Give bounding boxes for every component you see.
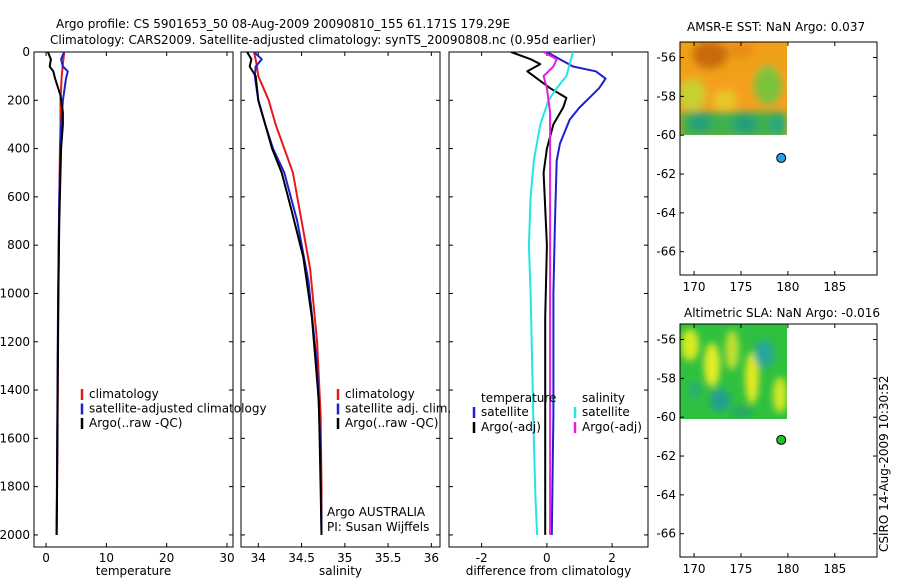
y-tick-label: -56 bbox=[656, 51, 676, 65]
annotation-text: PI: Susan Wijffels bbox=[327, 520, 429, 534]
series-line-cyan bbox=[527, 52, 574, 535]
sla-field bbox=[680, 324, 787, 419]
y-tick-label: -58 bbox=[656, 89, 676, 103]
y-tick-label: 800 bbox=[7, 238, 30, 252]
x-axis-label: temperature bbox=[96, 564, 171, 578]
x-tick-label: 34 bbox=[251, 551, 266, 565]
sst-map-axes: 170 175 180 185 -56 -58 -60 -62 -64 -66 bbox=[656, 41, 878, 294]
legend-label: satellite-adjusted climatology bbox=[89, 402, 267, 416]
y-tick-label: -58 bbox=[656, 371, 676, 385]
y-tick-label: -64 bbox=[656, 488, 676, 502]
y-tick-label: 200 bbox=[7, 93, 30, 107]
y-tick-label: -60 bbox=[656, 410, 676, 424]
plot-frame bbox=[240, 51, 441, 548]
x-tick-label: 185 bbox=[823, 280, 846, 294]
legend-label: climatology bbox=[89, 387, 159, 401]
annotation-text: Argo AUSTRALIA bbox=[327, 505, 426, 519]
x-tick-label: 36 bbox=[424, 551, 439, 565]
legend-label: satellite bbox=[582, 405, 630, 419]
salinity-panel: 34 34.5 35 35.5 36 salinity climatologysatelli… bbox=[240, 51, 451, 578]
map-frame bbox=[679, 41, 878, 276]
y-tick-label: 2000 bbox=[0, 528, 30, 542]
y-tick-label: 0 bbox=[22, 45, 30, 59]
x-tick-label: 185 bbox=[823, 562, 846, 576]
x-tick-label: 180 bbox=[776, 280, 799, 294]
y-tick-label: -66 bbox=[656, 527, 676, 541]
y-tick-label: -66 bbox=[656, 245, 676, 259]
x-axis-label: salinity bbox=[319, 564, 362, 578]
series-line-blue bbox=[253, 52, 323, 535]
figure-title-line2: Climatology: CARS2009. Satellite-adjuste… bbox=[50, 33, 596, 47]
series-line-black bbox=[246, 52, 323, 535]
y-tick-label: 1800 bbox=[0, 480, 30, 494]
x-tick-label: 2 bbox=[608, 551, 616, 565]
plot-frame bbox=[448, 51, 649, 548]
x-tick-label: 34.5 bbox=[288, 551, 315, 565]
series-line-black bbox=[46, 52, 64, 535]
legend-label: Argo(..raw -QC) bbox=[89, 416, 182, 430]
y-tick-label: 1400 bbox=[0, 383, 30, 397]
y-tick-label: 1000 bbox=[0, 286, 30, 300]
y-tick-label: -62 bbox=[656, 449, 676, 463]
argo-float-marker bbox=[776, 152, 787, 163]
map-frame bbox=[679, 323, 878, 558]
footer-timestamp: CSIRO 14-Aug-2009 10:30:52 bbox=[877, 376, 891, 552]
x-tick-label: 175 bbox=[730, 280, 753, 294]
series-line-black bbox=[510, 52, 568, 535]
sla-map-axes: 170 175 180 185 -56 -58 -60 -62 -64 -66 bbox=[656, 323, 878, 576]
argo-float-marker bbox=[776, 434, 787, 445]
x-tick-label: 30 bbox=[219, 551, 234, 565]
x-tick-label: 20 bbox=[159, 551, 174, 565]
x-axis-label: difference from climatology bbox=[466, 564, 632, 578]
x-tick-label: 35.5 bbox=[375, 551, 402, 565]
x-tick-label: 10 bbox=[99, 551, 114, 565]
legend-label: climatology bbox=[345, 387, 415, 401]
plot-frame bbox=[33, 51, 234, 548]
x-tick-label: 175 bbox=[730, 562, 753, 576]
y-tick-label: -64 bbox=[656, 206, 676, 220]
series-line-red bbox=[253, 52, 323, 523]
y-tick-label: -62 bbox=[656, 167, 676, 181]
sst-map-title: AMSR-E SST: NaN Argo: 0.037 bbox=[687, 20, 865, 34]
y-tick-label: 1200 bbox=[0, 335, 30, 349]
legend-heading: salinity bbox=[582, 391, 625, 405]
temperature-panel: 0 10 20 30 0 200 400 600 800 1000 1200 1400 1600 1800… bbox=[0, 45, 267, 578]
legend-label: satellite bbox=[481, 405, 529, 419]
series-line-magenta bbox=[542, 52, 558, 535]
x-tick-label: 0 bbox=[42, 551, 50, 565]
series-line-blue bbox=[546, 52, 607, 535]
sst-field bbox=[680, 42, 787, 135]
y-tick-label: 400 bbox=[7, 142, 30, 156]
y-tick-label: -60 bbox=[656, 128, 676, 142]
x-tick-label: 0 bbox=[543, 551, 551, 565]
x-tick-label: 180 bbox=[776, 562, 799, 576]
x-tick-label: 170 bbox=[683, 280, 706, 294]
x-tick-label: 170 bbox=[683, 562, 706, 576]
x-tick-label: 35 bbox=[337, 551, 352, 565]
y-tick-label: 1600 bbox=[0, 431, 30, 445]
x-tick-label: -2 bbox=[476, 551, 488, 565]
y-tick-label: 600 bbox=[7, 190, 30, 204]
legend-label: Argo(-adj) bbox=[582, 420, 642, 434]
legend-heading: temperature bbox=[481, 391, 556, 405]
legend-label: Argo(-adj) bbox=[481, 420, 541, 434]
sla-map: Altimetric SLA: NaN Argo: -0.016 170 175 1… bbox=[656, 306, 880, 576]
y-tick-label: -56 bbox=[656, 333, 676, 347]
sla-map-title: Altimetric SLA: NaN Argo: -0.016 bbox=[684, 306, 880, 320]
legend-label: satellite adj. clim. bbox=[345, 402, 451, 416]
sst-map: AMSR-E SST: NaN Argo: 0.037 170 175 180 185… bbox=[656, 20, 878, 294]
figure-title-line1: Argo profile: CS 5901653_50 08-Aug-2009 … bbox=[56, 17, 510, 31]
legend-label: Argo(..raw -QC) bbox=[345, 416, 438, 430]
